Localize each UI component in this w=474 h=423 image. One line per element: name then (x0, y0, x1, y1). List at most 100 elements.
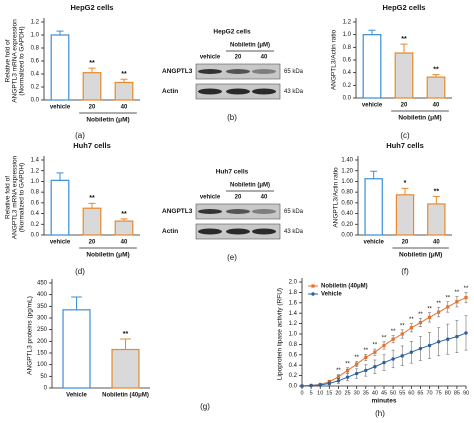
y-tick-label: 1.20 (341, 168, 353, 174)
y-tick-label: 400 (37, 292, 48, 298)
panel-label: (c) (400, 131, 410, 140)
x-tick-label: vehicle (362, 103, 383, 109)
y-tick-label: 0.2 (31, 222, 40, 228)
x-tick-label: 20 (89, 105, 96, 111)
significance-label: ** (382, 335, 387, 341)
y-tick-label: 1.4 (31, 158, 40, 164)
x-tick-label: 20 (402, 240, 409, 246)
bar (427, 203, 446, 236)
point (373, 365, 377, 369)
point (336, 375, 341, 379)
x-tick-label: 70 (426, 390, 432, 396)
blot-band (226, 88, 250, 95)
point (418, 346, 423, 351)
panel-title: HepG2 cells (213, 29, 251, 36)
y-tick-label: 0.4 (31, 211, 40, 217)
error-bar (88, 67, 96, 73)
significance-label: ** (409, 317, 414, 323)
x-axis-label: Nobiletin (μM) (398, 115, 441, 122)
error-bar (120, 338, 131, 350)
significance-label: ** (89, 195, 95, 202)
y-axis-label: Lipoprotein lipase activity (RFU) (277, 288, 284, 380)
significance-label: ** (427, 306, 432, 312)
bar (395, 194, 415, 236)
x-axis-label: Nobiletin (μM) (86, 252, 129, 259)
blot-band (198, 88, 222, 95)
significance-label: ** (345, 361, 350, 367)
y-tick-label: 0.8 (343, 45, 352, 51)
lane-label: 40 (261, 55, 268, 61)
point (345, 375, 350, 379)
blot-treatment-label: Nobiletin (μM) (230, 43, 270, 49)
x-tick-label: Nobiletin (40μM) (102, 393, 149, 399)
x-tick-label: 10 (317, 390, 323, 396)
y-axis-label: ANGPTL3 proteins (pg/mL) (27, 296, 34, 375)
x-tick-label: 45 (381, 390, 387, 396)
x-tick-label: 30 (354, 390, 360, 396)
blot-row-name: ANGPTL3 (162, 68, 193, 75)
x-tick-label: Vehicle (66, 393, 87, 399)
y-tick-label: 1.0 (289, 332, 298, 338)
significance-label: ** (436, 301, 441, 307)
error-bar (71, 296, 82, 310)
x-tick-label: 75 (436, 390, 442, 396)
panel-label: (a) (75, 131, 85, 140)
y-tick-label: 0.2 (343, 83, 352, 89)
y-tick-label: 250 (37, 327, 48, 333)
panel-label: (e) (227, 253, 237, 262)
x-tick-label: 90 (463, 390, 469, 396)
blot-band (226, 69, 250, 74)
point (364, 368, 368, 373)
error-bar (368, 29, 376, 35)
bar (50, 179, 70, 236)
point (300, 384, 304, 388)
point (391, 357, 395, 361)
legend-marker (311, 284, 315, 288)
y-tick-label: 0.0 (343, 96, 352, 102)
lane-label: vehicle (200, 55, 221, 61)
panel-title: Huh7 cells (216, 169, 249, 176)
x-tick-label: 35 (363, 390, 369, 396)
point (364, 355, 368, 359)
x-tick-label: 15 (326, 390, 332, 396)
bar (364, 178, 383, 236)
y-axis-label: (Normalized to GAPDH) (19, 163, 26, 232)
significance-label: ** (418, 312, 423, 318)
y-tick-label: 0.4 (289, 363, 298, 369)
point (464, 296, 468, 300)
y-tick-label: 0.60 (341, 200, 353, 206)
y-tick-label: 0.8 (289, 342, 298, 348)
y-tick-label: 1.0 (343, 32, 352, 38)
significance-label: ** (363, 348, 368, 354)
blot-row-name: ANGPTL3 (162, 208, 193, 215)
point (382, 343, 386, 348)
point (427, 315, 432, 319)
y-tick-label: 200 (37, 339, 48, 345)
y-tick-label: 0.20 (341, 222, 353, 228)
x-tick-label: 0 (300, 390, 303, 396)
legend-marker (311, 292, 315, 296)
significance-label: ** (400, 323, 405, 329)
point (318, 383, 322, 387)
y-tick-label: 0.40 (341, 211, 353, 217)
point (437, 310, 441, 314)
error-bar (401, 187, 409, 195)
significance-label: ** (433, 66, 439, 73)
x-axis-label: minutes (372, 398, 397, 405)
x-tick-label: 40 (121, 105, 128, 111)
point (427, 343, 432, 348)
point (400, 332, 404, 336)
y-tick-label: 0 (44, 386, 48, 392)
lane-label: 40 (261, 195, 268, 201)
lane-label: vehicle (200, 195, 221, 201)
x-tick-label: 40 (433, 240, 440, 246)
significance-label: ** (121, 211, 127, 218)
blot-size: 43 kDa (284, 89, 304, 95)
y-axis-label: ANGPTL3 mRNA expression (12, 19, 19, 103)
y-tick-label: 0.8 (31, 190, 40, 196)
bar (114, 81, 134, 101)
significance-label: ** (354, 355, 359, 361)
point (345, 368, 350, 372)
x-tick-label: 40 (121, 240, 128, 246)
